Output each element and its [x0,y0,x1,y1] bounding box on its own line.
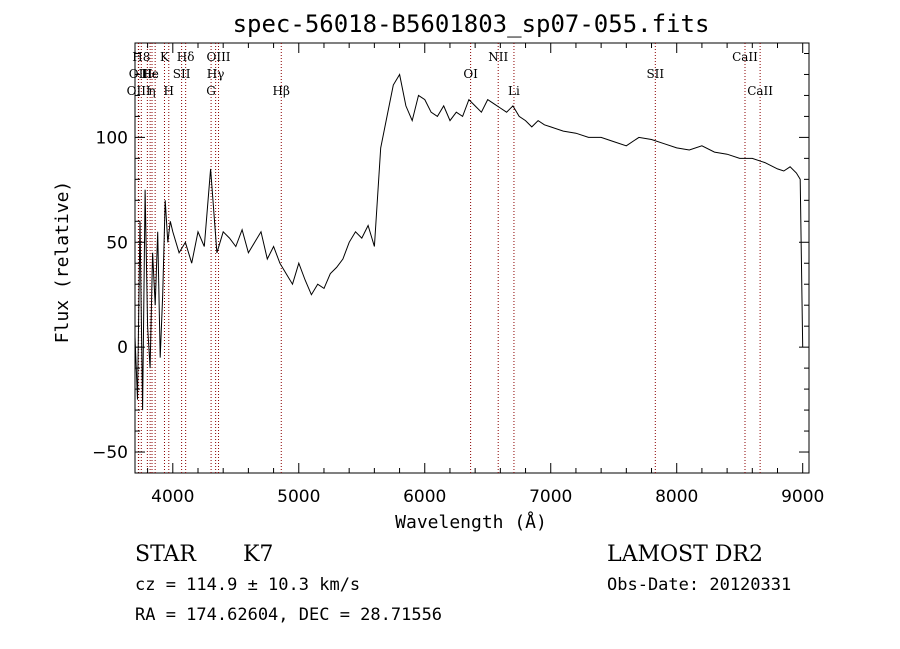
spectral-line-label: OIII [127,84,151,98]
spectral-line-label: SII [646,67,664,81]
x-tick-label: 7000 [529,487,572,507]
spectral-line-label: K [160,50,170,64]
x-tick-label: 6000 [403,487,446,507]
sky-coordinates: RA = 174.62604, DEC = 28.71556 [135,605,442,625]
spectral-line-label: CaII [732,50,758,64]
redshift-velocity: cz = 114.9 ± 10.3 km/s [135,575,360,595]
object-class: STAR [135,542,197,567]
spectral-line-label: ε [152,67,158,81]
spectral-line-label: Hδ [177,50,195,64]
y-tick-label: 0 [117,338,128,358]
x-tick-label: 4000 [151,487,194,507]
y-tick-label: 50 [106,233,128,253]
y-tick-label: −50 [92,443,128,463]
info-block: STAR K7 LAMOST DR2 cz = 114.9 ± 10.3 km/… [135,542,791,625]
y-axis-label: Flux (relative) [52,181,73,344]
axis-ticks [135,43,809,474]
y-tick-label: 100 [96,128,128,148]
chart-title: spec-56018-B5601803_sp07-055.fits [233,10,710,38]
spectral-line-label: CaII [747,84,773,98]
x-axis-label: Wavelength (Å) [395,511,547,533]
spectral-line-label: η [148,84,155,98]
spectral-line-label: Hβ [273,84,290,98]
spectral-line-label: H [164,84,174,98]
spectrum-series [134,73,804,411]
x-tick-label: 9000 [781,487,824,507]
spectral-line-label: OIII [206,50,230,64]
object-subclass: K7 [243,542,273,567]
spectral-line-label: Hγ [207,67,225,81]
survey-name: LAMOST DR2 [607,542,763,567]
plot-frame [134,42,810,474]
y-axis-tick-labels: −50 0 50 100 [92,128,128,463]
spectral-line-label: H8 [132,50,150,64]
spectral-line-label: Li [508,84,520,98]
spectral-line-label: SII [173,67,191,81]
spectral-line-label: NII [488,50,508,64]
spectral-line-label: He [141,67,159,81]
x-tick-label: 5000 [277,487,320,507]
x-tick-label: 8000 [655,487,698,507]
spectral-line-label: H [142,67,152,81]
spectral-line-markers [137,43,761,473]
x-axis-tick-labels: 4000 5000 6000 7000 8000 9000 [151,487,824,507]
spectral-line-label: G [206,84,216,98]
spectral-line-label: OI [463,67,478,81]
observation-date: Obs-Date: 20120331 [607,575,791,595]
spectrum-line [134,73,804,411]
